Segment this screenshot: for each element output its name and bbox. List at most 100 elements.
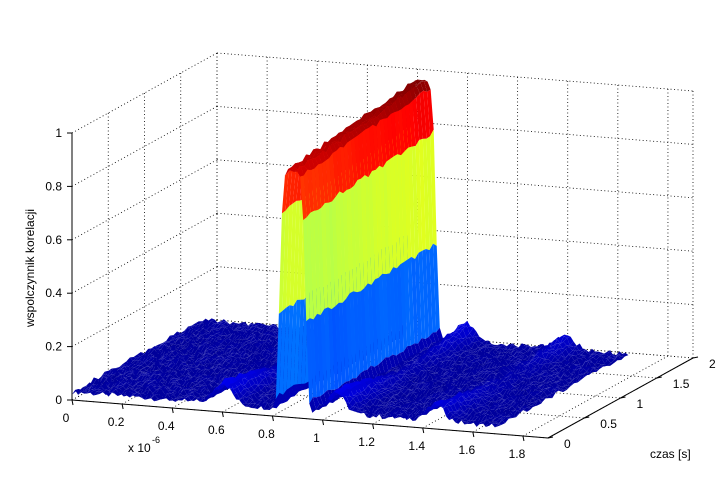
surface-patch (426, 383, 434, 391)
surface-patch (521, 390, 529, 396)
surface-patch (412, 354, 420, 359)
surface-patch (528, 354, 535, 358)
surface-patch (177, 363, 185, 372)
surface-patch (423, 372, 431, 378)
surface-patch (529, 347, 537, 352)
surface-patch (352, 402, 360, 409)
surface-patch (201, 378, 209, 383)
surface-patch (103, 389, 110, 395)
surface-patch (283, 387, 291, 403)
surface-patch (121, 364, 129, 369)
surface-patch (259, 395, 266, 400)
surface-patch (483, 419, 490, 426)
surface-patch (224, 379, 231, 389)
surface-patch (228, 376, 235, 380)
surface-patch (443, 356, 451, 358)
surface-patch (347, 386, 355, 390)
surface-patch (587, 353, 595, 356)
surface-patch (381, 106, 388, 110)
surface-patch (469, 376, 477, 381)
surface-patch (290, 384, 298, 397)
surface-patch (468, 398, 476, 401)
surface-patch (451, 362, 459, 366)
surface-patch (168, 339, 176, 345)
surface-patch (465, 379, 473, 382)
surface-patch (561, 359, 568, 365)
surface-patch (195, 321, 202, 325)
surface-patch (417, 370, 425, 378)
surface-patch (540, 363, 548, 371)
surface-patch (371, 279, 379, 367)
surface-patch (477, 386, 485, 390)
surface-patch (500, 354, 508, 356)
surface-patch (186, 366, 194, 369)
surface-patch (454, 376, 461, 381)
surface-patch (497, 374, 505, 380)
surface-patch (422, 402, 429, 409)
surface-patch (180, 340, 188, 346)
surface-patch (265, 348, 273, 351)
surface-patch (173, 331, 181, 337)
surface-patch (245, 397, 253, 404)
surface-patch (239, 343, 246, 346)
surface-patch (121, 389, 128, 395)
surface-patch (150, 383, 158, 387)
surface-patch (537, 363, 545, 371)
surface-patch (221, 351, 229, 355)
surface-patch (354, 381, 362, 385)
surface-patch (408, 100, 416, 147)
surface-patch (385, 401, 392, 408)
surface-patch (260, 367, 268, 372)
surface-patch (581, 374, 589, 377)
surface-patch (486, 390, 494, 395)
surface-patch (524, 345, 532, 347)
surface-patch (226, 370, 233, 372)
surface-patch (172, 397, 180, 402)
surface-patch (379, 413, 387, 417)
surface-patch (409, 381, 417, 384)
surface-patch (225, 359, 233, 364)
surface-patch (268, 382, 276, 386)
surface-patch (240, 326, 247, 331)
surface-patch (379, 399, 387, 404)
surface-patch (405, 360, 413, 365)
surface-patch (434, 380, 442, 385)
surface-patch (427, 89, 434, 137)
surface-patch (420, 355, 428, 361)
surface-patch (397, 389, 405, 395)
surface-patch (402, 359, 410, 362)
surface-patch (351, 384, 358, 387)
surface-patch (605, 354, 613, 359)
surface-patch (414, 396, 422, 403)
surface-patch (379, 403, 386, 406)
surface-patch (398, 386, 406, 389)
surface-patch (266, 354, 274, 361)
surface-patch (235, 372, 242, 374)
surface-patch (177, 353, 185, 358)
surface-patch (141, 362, 148, 368)
surface-patch (360, 288, 368, 371)
surface-patch (453, 352, 461, 356)
surface-patch (411, 359, 419, 362)
surface-patch (156, 364, 163, 370)
surface-patch (488, 366, 495, 371)
surface-patch (293, 299, 301, 385)
surface-patch (421, 351, 429, 358)
surface-patch (566, 376, 573, 380)
surface-patch (560, 372, 568, 379)
surface-patch (251, 331, 258, 335)
surface-patch (508, 406, 516, 411)
surface-patch (499, 415, 507, 419)
surface-patch (379, 118, 387, 168)
surface-patch (463, 362, 471, 366)
surface-patch (261, 400, 268, 406)
surface-patch (583, 371, 590, 375)
surface-patch (185, 381, 193, 388)
surface-patch (430, 393, 438, 398)
surface-patch (382, 388, 389, 390)
surface-patch (464, 345, 472, 351)
surface-patch (182, 369, 190, 377)
surface-patch (333, 142, 341, 151)
surface-patch (425, 248, 433, 337)
surface-patch (469, 410, 477, 417)
